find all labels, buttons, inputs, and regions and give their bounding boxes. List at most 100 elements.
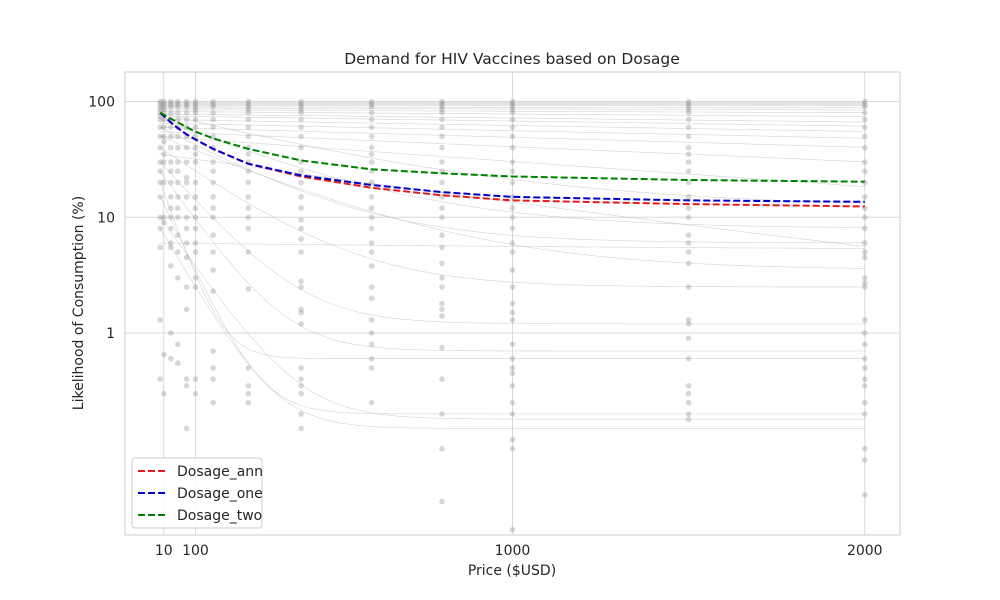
legend-box: [131, 457, 263, 529]
response-point: [183, 179, 190, 186]
response-point: [175, 179, 181, 186]
response-point: [210, 101, 216, 107]
response-point: [368, 295, 375, 302]
individual-curve: [160, 147, 865, 288]
response-point: [439, 498, 445, 505]
response-point: [298, 110, 304, 116]
response-point: [183, 116, 190, 123]
response-point: [685, 144, 692, 151]
response-point: [192, 144, 199, 151]
response-point: [509, 341, 516, 348]
response-point: [175, 194, 181, 200]
response-point: [368, 317, 375, 323]
response-point: [210, 288, 216, 295]
response-point: [183, 306, 190, 313]
response-point: [298, 376, 304, 382]
response-point: [210, 205, 216, 211]
response-point: [862, 492, 868, 498]
response-point: [157, 179, 163, 186]
response-point: [509, 240, 516, 246]
response-point: [368, 101, 375, 107]
response-point: [175, 104, 181, 110]
response-point: [210, 376, 216, 382]
response-point: [368, 240, 375, 246]
response-point: [175, 341, 181, 348]
response-point: [161, 133, 167, 140]
response-points: [157, 98, 868, 533]
response-point: [183, 144, 190, 151]
individual-curve: [160, 126, 865, 244]
response-point: [157, 376, 163, 382]
response-point: [509, 370, 516, 377]
individual-curve: [160, 115, 865, 127]
response-point: [685, 116, 692, 123]
response-point: [161, 106, 167, 113]
response-point: [509, 110, 516, 116]
response-point: [509, 436, 516, 443]
response-point: [168, 168, 174, 174]
response-point: [183, 225, 190, 232]
response-point: [509, 116, 516, 123]
response-point: [157, 133, 163, 140]
response-point: [685, 106, 692, 113]
response-point: [298, 383, 304, 389]
response-point: [192, 104, 199, 110]
response-point: [439, 106, 445, 113]
response-point: [298, 104, 304, 110]
response-point: [862, 317, 868, 323]
response-point: [439, 179, 445, 186]
response-point: [685, 159, 692, 165]
response-point: [245, 399, 252, 406]
response-point: [168, 244, 174, 251]
response-point: [157, 106, 163, 113]
response-point: [161, 138, 167, 145]
response-point: [175, 116, 181, 123]
legend-label-dosage_two: Dosage_two: [177, 508, 262, 524]
y-axis-ticks: 1 10 100: [88, 95, 115, 343]
response-point: [192, 225, 199, 232]
response-point: [183, 254, 190, 261]
individual-demand-curves: [159, 102, 865, 429]
response-point: [509, 446, 516, 452]
y-tick-label: 1: [106, 326, 115, 342]
response-point: [439, 300, 445, 307]
response-point: [175, 159, 181, 165]
individual-curve: [160, 106, 865, 109]
x-tick-label: 2000: [847, 543, 883, 559]
individual-curve: [160, 136, 865, 269]
response-point: [192, 194, 199, 200]
response-point: [685, 133, 692, 140]
response-point: [157, 214, 163, 221]
response-point: [368, 330, 375, 336]
response-point: [245, 151, 252, 158]
response-point: [192, 116, 199, 123]
legend-label-dosage_ann: Dosage_ann: [177, 464, 263, 480]
response-point: [862, 98, 868, 105]
response-point: [175, 101, 181, 107]
response-point: [685, 151, 692, 158]
response-point: [368, 249, 375, 255]
response-point: [183, 425, 190, 432]
response-point: [298, 217, 304, 223]
response-point: [210, 98, 216, 105]
response-point: [168, 240, 174, 246]
response-point: [368, 284, 375, 290]
response-point: [168, 98, 174, 105]
response-point: [298, 124, 304, 130]
response-point: [245, 286, 252, 292]
response-point: [183, 174, 190, 181]
individual-curve: [160, 107, 865, 111]
response-point: [862, 133, 868, 140]
response-point: [862, 124, 868, 130]
response-point: [183, 104, 190, 110]
response-point: [509, 526, 516, 533]
response-point: [210, 168, 216, 174]
response-point: [298, 116, 304, 123]
response-point: [862, 104, 868, 110]
response-point: [298, 284, 304, 290]
response-point: [161, 219, 167, 226]
response-point: [862, 376, 868, 382]
response-point: [210, 124, 216, 130]
response-point: [862, 116, 868, 123]
response-point: [168, 214, 174, 221]
